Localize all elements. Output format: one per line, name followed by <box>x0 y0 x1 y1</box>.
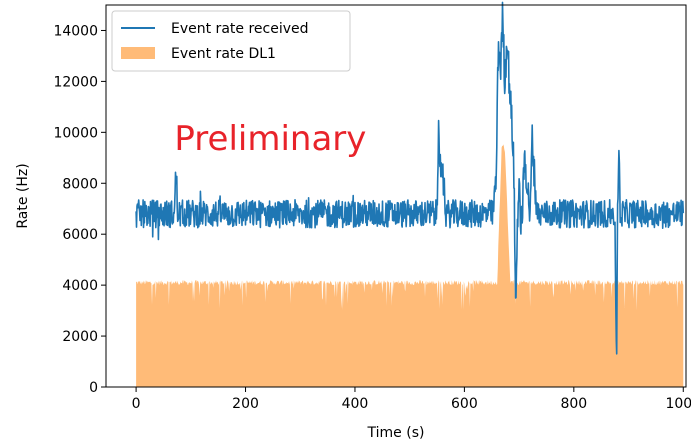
y-tick-label: 8000 <box>62 176 98 192</box>
legend-label-event-rate-dl1: Event rate DL1 <box>171 46 276 62</box>
legend: Event rate received Event rate DL1 <box>111 10 351 72</box>
y-tick-label: 12000 <box>53 74 98 90</box>
y-tick-label: 6000 <box>62 227 98 243</box>
series-area-event-rate-dl1 <box>136 144 684 387</box>
y-tick-label: 0 <box>89 380 98 396</box>
y-tick-label: 10000 <box>53 125 98 141</box>
x-tick-label: 1000 <box>665 396 691 412</box>
y-axis-label: Rate (Hz) <box>15 163 31 228</box>
x-tick-label: 600 <box>451 396 478 412</box>
ticks-layer: 0200400600800100002000400060008000100001… <box>53 23 691 412</box>
y-tick-label: 14000 <box>53 23 98 39</box>
legend-swatch-event-rate-dl1 <box>121 47 155 59</box>
y-tick-label: 2000 <box>62 329 98 345</box>
x-tick-label: 800 <box>560 396 587 412</box>
legend-label-event-rate-received: Event rate received <box>171 21 309 37</box>
y-tick-label: 4000 <box>62 278 98 294</box>
x-tick-label: 200 <box>232 396 259 412</box>
legend-box <box>111 10 351 72</box>
x-axis-label: Time (s) <box>367 425 425 441</box>
plot-frame <box>105 4 687 388</box>
chart-annotation: Preliminary <box>174 119 366 159</box>
x-tick-label: 400 <box>342 396 369 412</box>
series-line-event-rate-received <box>135 1 685 355</box>
series-layer <box>135 1 685 387</box>
x-tick-label: 0 <box>132 396 141 412</box>
